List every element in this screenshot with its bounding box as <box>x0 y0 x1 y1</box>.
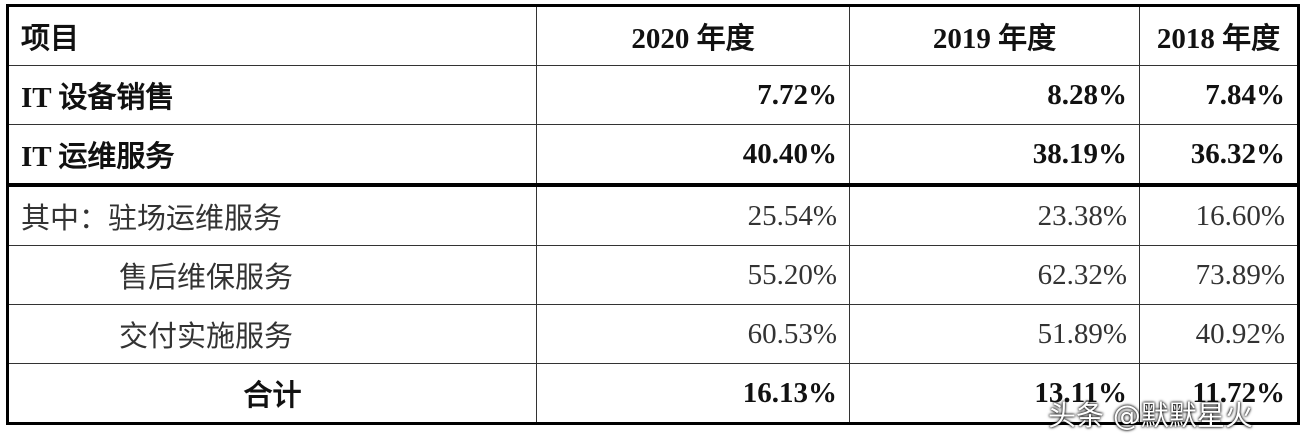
data-table: 项目 2020 年度 2019 年度 2018 年度 IT 设备销售 7.72%… <box>6 4 1300 425</box>
cell: 60.53% <box>536 304 850 364</box>
header-cell: 项目 <box>7 5 537 66</box>
watermark: 头条 @默默星火 <box>1048 399 1253 432</box>
row: 交付实施服务 60.53% 51.89% 40.92% <box>7 304 1299 364</box>
cell: 16.60% <box>1139 184 1299 246</box>
cell: 51.89% <box>849 304 1140 364</box>
header-row: 项目 2020 年度 2019 年度 2018 年度 <box>7 5 1299 66</box>
cell: 16.13% <box>536 363 850 424</box>
row: 合计 16.13% 13.11% 11.72% <box>7 363 1299 424</box>
row: IT 设备销售 7.72% 8.28% 7.84% <box>7 65 1299 125</box>
cell: 交付实施服务 <box>7 304 537 364</box>
cell: 40.92% <box>1139 304 1299 364</box>
cell: 62.32% <box>849 245 1140 305</box>
cell: IT 运维服务 <box>7 124 537 187</box>
cell: 8.28% <box>849 65 1140 125</box>
cell: 25.54% <box>536 184 850 246</box>
cell: 40.40% <box>536 124 850 187</box>
cell: 7.72% <box>536 65 850 125</box>
cell: 7.84% <box>1139 65 1299 125</box>
row: 售后维保服务 55.20% 62.32% 73.89% <box>7 245 1299 305</box>
cell: 11.72% <box>1139 363 1299 424</box>
cell: 73.89% <box>1139 245 1299 305</box>
header-cell: 2020 年度 <box>536 5 850 66</box>
cell: 售后维保服务 <box>7 245 537 305</box>
cell: 36.32% <box>1139 124 1299 187</box>
cell: 38.19% <box>849 124 1140 187</box>
row: 其中：驻场运维服务 25.54% 23.38% 16.60% <box>7 184 1299 246</box>
row: IT 运维服务 40.40% 38.19% 36.32% <box>7 124 1299 187</box>
cell: 55.20% <box>536 245 850 305</box>
cell: 其中：驻场运维服务 <box>7 184 537 246</box>
header-cell: 2019 年度 <box>849 5 1140 66</box>
cell: IT 设备销售 <box>7 65 537 125</box>
cell: 合计 <box>7 363 537 424</box>
cell: 23.38% <box>849 184 1140 246</box>
cell: 13.11% <box>849 363 1140 424</box>
header-cell: 2018 年度 <box>1139 5 1299 66</box>
